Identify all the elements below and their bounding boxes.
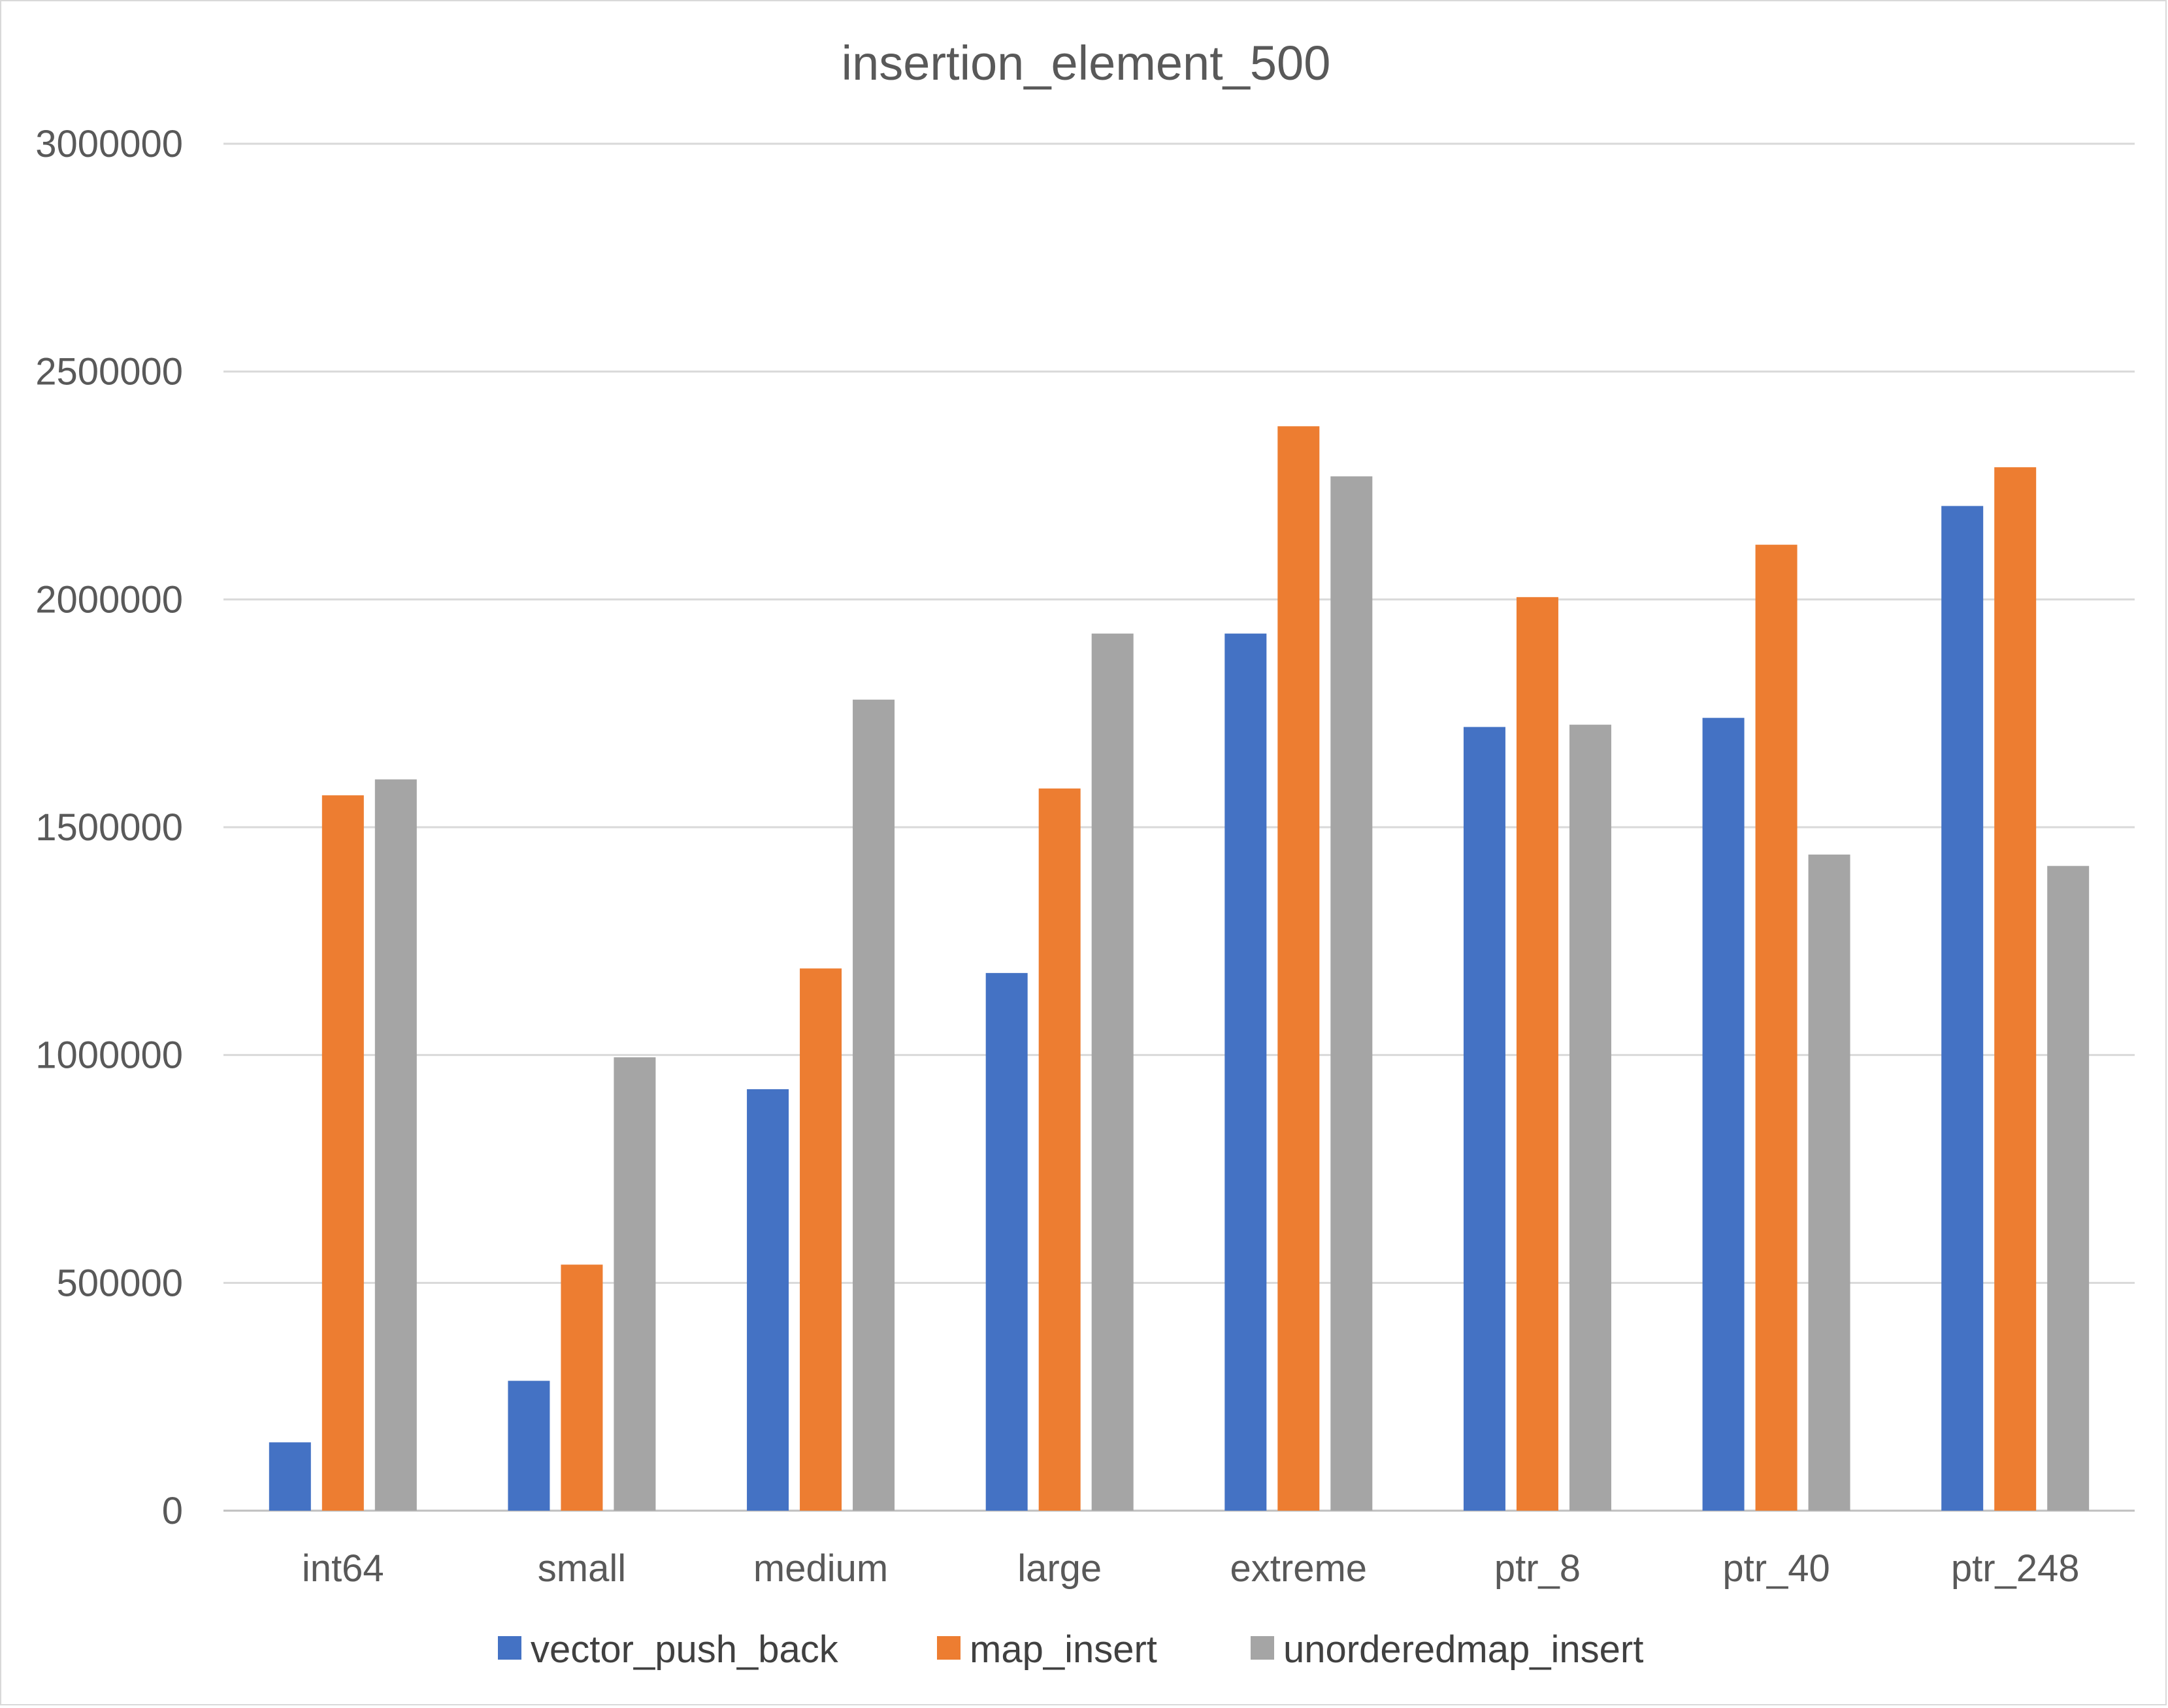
bar-map_insert-ptr_40: [1755, 544, 1798, 1511]
x-tick-label: small: [538, 1547, 626, 1590]
y-tick-label: 0: [162, 1490, 183, 1532]
bar-map_insert-medium: [800, 968, 842, 1511]
bar-vector_push_back-ptr_248: [1941, 506, 1984, 1511]
x-tick-label: ptr_8: [1494, 1547, 1581, 1590]
legend-swatch: [1251, 1636, 1274, 1660]
bar-unorderedmap_insert-int64: [374, 779, 417, 1511]
legend-swatch: [937, 1636, 961, 1660]
bar-vector_push_back-small: [508, 1381, 550, 1511]
bar-unorderedmap_insert-ptr_8: [1569, 725, 1611, 1511]
bar-vector_push_back-ptr_40: [1702, 717, 1745, 1511]
y-tick-label: 2000000: [35, 578, 183, 621]
bar-unorderedmap_insert-large: [1091, 633, 1134, 1511]
legend-swatch: [498, 1636, 521, 1660]
bar-vector_push_back-medium: [747, 1089, 789, 1511]
bar-unorderedmap_insert-small: [614, 1057, 656, 1511]
bar-map_insert-extreme: [1277, 426, 1320, 1511]
y-tick-label: 1000000: [35, 1034, 183, 1077]
x-tick-label: int64: [302, 1547, 384, 1590]
x-tick-label: large: [1017, 1547, 1102, 1590]
bar-unorderedmap_insert-ptr_40: [1808, 854, 1850, 1511]
bar-vector_push_back-int64: [269, 1442, 311, 1511]
x-tick-label: ptr_248: [1951, 1547, 2080, 1590]
legend-label: map_insert: [970, 1628, 1157, 1671]
x-tick-label: medium: [753, 1547, 888, 1590]
legend: vector_push_back map_insert unorderedmap_i…: [498, 1628, 1643, 1671]
bar-unorderedmap_insert-medium: [853, 699, 895, 1511]
legend-label: vector_push_back: [531, 1628, 839, 1671]
bar-map_insert-int64: [321, 795, 364, 1511]
legend-label: unorderedmap_insert: [1283, 1628, 1643, 1671]
bar-map_insert-large: [1038, 788, 1081, 1511]
bar-unorderedmap_insert-ptr_248: [2047, 866, 2090, 1511]
bar-map_insert-small: [561, 1264, 603, 1511]
bars: [269, 426, 2090, 1511]
bar-vector_push_back-extreme: [1224, 633, 1267, 1511]
x-axis-ticks: int64 small medium large extreme ptr_8 ptr_40 p…: [302, 1547, 2080, 1590]
chart-title: insertion_element_500: [842, 36, 1331, 90]
y-tick-label: 3000000: [35, 123, 183, 165]
gridlines: [223, 142, 2135, 1512]
y-tick-label: 2500000: [35, 351, 183, 393]
x-tick-label: extreme: [1230, 1547, 1368, 1590]
y-tick-label: 500000: [56, 1262, 183, 1304]
bar-vector_push_back-ptr_8: [1463, 727, 1505, 1511]
bar-map_insert-ptr_248: [1994, 467, 2037, 1511]
bar-unorderedmap_insert-extreme: [1330, 476, 1373, 1511]
x-tick-label: ptr_40: [1722, 1547, 1830, 1590]
y-tick-label: 1500000: [35, 806, 183, 849]
bar-vector_push_back-large: [985, 973, 1028, 1511]
bar-map_insert-ptr_8: [1516, 597, 1558, 1511]
y-axis-ticks: 0 500000 1000000 1500000 2000000 2500000 30000…: [35, 123, 183, 1532]
